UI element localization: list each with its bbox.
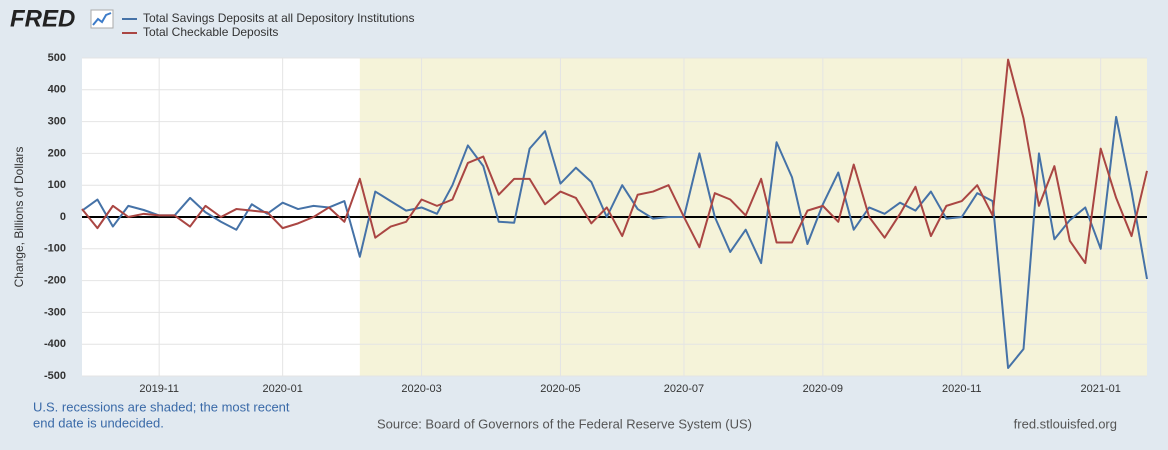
series-line — [81, 58, 1148, 265]
y-tick-label: -500 — [44, 370, 66, 382]
x-tick-label: 2019-11 — [139, 383, 179, 395]
source: Source: Board of Governors of the Federa… — [377, 416, 752, 431]
y-tick-label: -100 — [44, 243, 66, 255]
y-tick-label: 100 — [48, 179, 66, 191]
y-tick-label: 200 — [48, 147, 66, 159]
y-tick-label: 300 — [48, 116, 66, 128]
legend-label: Total Checkable Deposits — [143, 25, 278, 39]
logo: FRED — [10, 5, 75, 32]
series-line — [81, 115, 1148, 370]
x-tick-label: 2020-03 — [401, 383, 441, 395]
y-tick-label: -200 — [44, 275, 66, 287]
x-tick-label: 2020-11 — [942, 383, 982, 395]
y-tick-label: 400 — [48, 84, 66, 96]
x-tick-label: 2021-01 — [1081, 383, 1121, 395]
y-tick-label: 500 — [48, 52, 66, 64]
x-tick-label: 2020-05 — [540, 383, 580, 395]
recession-note: end date is undecided. — [33, 415, 164, 430]
y-tick-label: 0 — [60, 211, 66, 223]
y-tick-label: -300 — [44, 306, 66, 318]
y-axis-label: Change, Billions of Dollars — [12, 147, 26, 288]
x-tick-label: 2020-09 — [803, 383, 843, 395]
logo-icon — [90, 9, 114, 29]
x-tick-label: 2020-07 — [664, 383, 704, 395]
y-tick-label: -400 — [44, 338, 66, 350]
legend-label: Total Savings Deposits at all Depository… — [143, 11, 414, 25]
recession-note: U.S. recessions are shaded; the most rec… — [33, 399, 290, 414]
x-tick-label: 2020-01 — [262, 383, 302, 395]
site: fred.stlouisfed.org — [1014, 416, 1117, 431]
